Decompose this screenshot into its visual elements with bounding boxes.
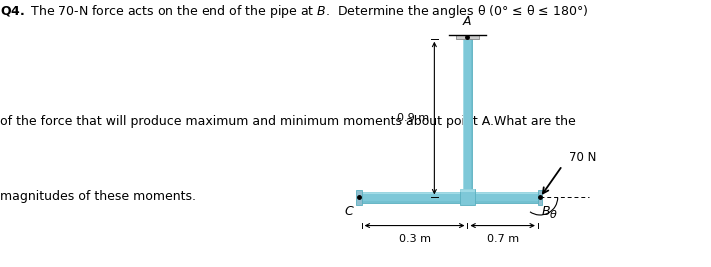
- Bar: [356, 190, 362, 205]
- Bar: [459, 190, 475, 205]
- Bar: [362, 192, 538, 203]
- Text: A: A: [463, 15, 471, 28]
- Text: 0.3 m: 0.3 m: [399, 234, 431, 244]
- Bar: [362, 192, 538, 194]
- Text: 0.9 m: 0.9 m: [397, 113, 429, 123]
- Text: 70 N: 70 N: [570, 151, 597, 164]
- Text: B: B: [542, 205, 550, 218]
- Bar: [456, 35, 479, 39]
- Text: magnitudes of these moments.: magnitudes of these moments.: [0, 190, 196, 203]
- Bar: [463, 39, 472, 197]
- Text: θ: θ: [550, 210, 557, 220]
- Bar: [538, 190, 542, 205]
- Bar: [471, 39, 472, 197]
- Text: C: C: [344, 205, 353, 218]
- Text: 0.7 m: 0.7 m: [486, 234, 519, 244]
- Text: of the force that will produce maximum and minimum moments about point A.What ar: of the force that will produce maximum a…: [0, 115, 576, 128]
- Bar: [362, 201, 538, 203]
- Bar: [463, 39, 464, 197]
- Bar: [459, 190, 475, 192]
- Text: $\mathbf{Q4.}$ The 70-N force acts on the end of the pipe at $B$.  Determine the: $\mathbf{Q4.}$ The 70-N force acts on th…: [0, 3, 588, 20]
